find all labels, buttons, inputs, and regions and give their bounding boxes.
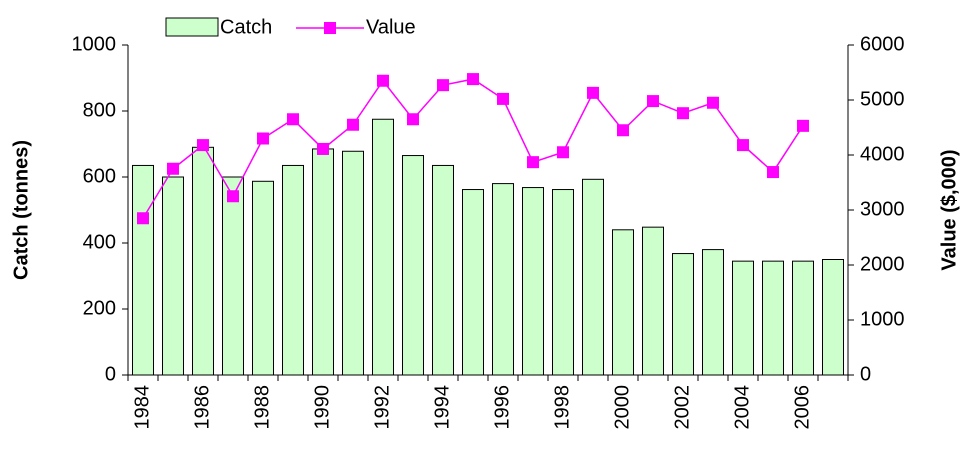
legend-marker bbox=[324, 22, 336, 34]
y-tick-label: 800 bbox=[83, 99, 116, 121]
bar bbox=[282, 164, 304, 376]
legend-swatch bbox=[165, 17, 219, 37]
bar bbox=[132, 164, 154, 376]
y2-tick-label: 3000 bbox=[860, 198, 905, 220]
value-marker bbox=[197, 139, 209, 152]
y2-tick-label: 4000 bbox=[860, 143, 905, 165]
bar bbox=[522, 187, 544, 376]
value-marker bbox=[437, 79, 449, 92]
value-marker bbox=[617, 124, 629, 137]
value-marker bbox=[347, 118, 359, 131]
bar bbox=[432, 164, 454, 376]
y-tick-label: 600 bbox=[83, 165, 116, 187]
value-marker bbox=[467, 73, 479, 86]
value-marker bbox=[647, 95, 659, 108]
bar bbox=[372, 118, 394, 376]
bar bbox=[582, 178, 604, 376]
bar bbox=[192, 146, 214, 376]
x-tick-label: 1996 bbox=[491, 385, 513, 430]
y2-tick-label: 2000 bbox=[860, 253, 905, 275]
bar bbox=[612, 229, 634, 376]
value-marker bbox=[287, 113, 299, 126]
x-tick-label: 1986 bbox=[191, 385, 213, 430]
bar bbox=[342, 150, 364, 376]
y2-axis-title: Value ($,000) bbox=[938, 149, 960, 270]
bar bbox=[492, 183, 514, 376]
x-tick-label: 1994 bbox=[431, 385, 453, 430]
bar bbox=[552, 189, 574, 376]
bar bbox=[822, 259, 844, 376]
bar bbox=[642, 226, 664, 376]
bar bbox=[252, 180, 274, 376]
value-marker bbox=[317, 142, 329, 155]
bar bbox=[672, 253, 694, 376]
value-marker bbox=[167, 162, 179, 175]
value-marker bbox=[527, 156, 539, 169]
y-tick-label: 0 bbox=[105, 363, 116, 385]
bar bbox=[762, 260, 784, 376]
y-tick-label: 200 bbox=[83, 297, 116, 319]
value-marker bbox=[257, 132, 269, 145]
value-marker bbox=[227, 190, 239, 203]
value-marker bbox=[557, 146, 569, 159]
legend-label: Value bbox=[366, 16, 416, 38]
value-marker bbox=[407, 113, 419, 126]
x-tick-label: 2006 bbox=[791, 385, 813, 430]
value-marker bbox=[707, 96, 719, 109]
value-marker bbox=[737, 139, 749, 152]
x-tick-label: 1992 bbox=[371, 385, 393, 430]
legend-label: Catch bbox=[220, 16, 272, 38]
y2-tick-label: 0 bbox=[860, 363, 871, 385]
bar bbox=[702, 249, 724, 376]
value-marker bbox=[497, 92, 509, 105]
x-tick-label: 2002 bbox=[671, 385, 693, 430]
bar bbox=[402, 155, 424, 376]
x-tick-label: 2004 bbox=[731, 385, 753, 430]
value-marker bbox=[587, 86, 599, 99]
bar bbox=[222, 176, 244, 376]
y-axis-title: Catch (tonnes) bbox=[10, 140, 32, 280]
y-tick-label: 1000 bbox=[72, 33, 117, 55]
x-tick-label: 2000 bbox=[611, 385, 633, 430]
bar bbox=[732, 260, 754, 376]
x-tick-label: 1988 bbox=[251, 385, 273, 430]
bar bbox=[462, 189, 484, 376]
y2-tick-label: 6000 bbox=[860, 33, 905, 55]
y-tick-label: 400 bbox=[83, 231, 116, 253]
value-marker bbox=[797, 119, 809, 132]
x-tick-label: 1984 bbox=[131, 385, 153, 430]
x-tick-label: 1990 bbox=[311, 385, 333, 430]
value-marker bbox=[137, 212, 149, 225]
bar bbox=[792, 260, 814, 376]
value-marker bbox=[377, 74, 389, 87]
bar bbox=[162, 176, 184, 376]
y2-tick-label: 5000 bbox=[860, 88, 905, 110]
value-marker bbox=[677, 107, 689, 120]
value-marker bbox=[767, 166, 779, 179]
x-tick-label: 1998 bbox=[551, 385, 573, 430]
y2-tick-label: 1000 bbox=[860, 308, 905, 330]
bar bbox=[312, 148, 334, 376]
